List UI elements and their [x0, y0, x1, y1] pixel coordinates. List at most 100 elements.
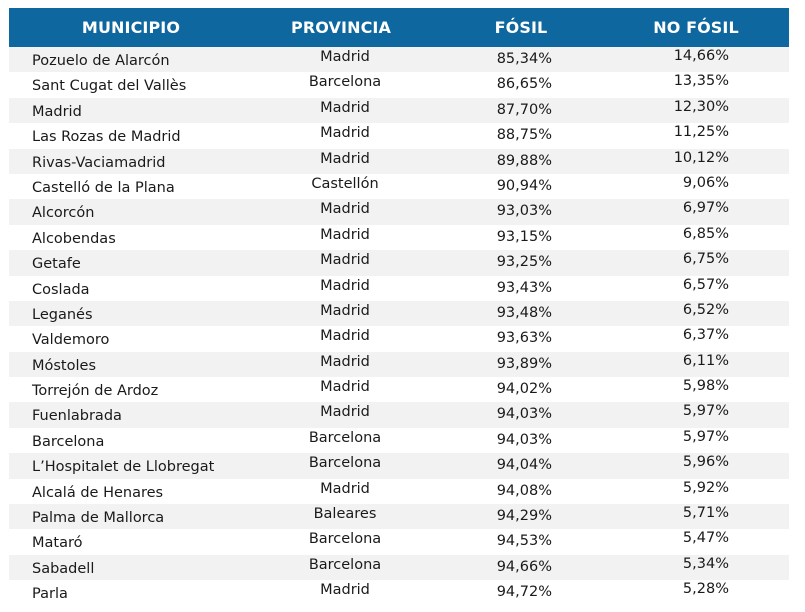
table-row: Parla Madrid 94,72% 5,28% — [9, 580, 789, 605]
fosil-cell: 94,03% — [496, 406, 552, 423]
header-municipio: MUNICIPIO — [81, 18, 181, 37]
provincia-cell: Barcelona — [308, 531, 382, 548]
table-row: Las Rozas de Madrid Madrid 88,75% 11,25% — [9, 123, 789, 148]
municipio-cell: Castelló de la Plana — [32, 179, 175, 196]
municipio-cell: Móstoles — [32, 357, 96, 374]
provincia-cell: Barcelona — [308, 556, 382, 573]
provincia-cell: Madrid — [320, 99, 370, 116]
table-header: MUNICIPIO PROVINCIA FÓSIL NO FÓSIL — [9, 8, 789, 47]
municipio-cell: Pozuelo de Alarcón — [32, 53, 170, 69]
no-fosil-cell: 6,57% — [682, 276, 729, 293]
municipio-cell: Barcelona — [32, 433, 105, 450]
table-row: Mataró Barcelona 94,53% 5,47% — [9, 529, 789, 554]
provincia-cell: Madrid — [320, 353, 370, 370]
provincia-cell: Madrid — [320, 150, 370, 167]
municipio-cell: Sabadell — [32, 560, 95, 577]
no-fosil-cell: 5,97% — [682, 428, 729, 445]
municipio-cell: Mataró — [32, 535, 83, 552]
no-fosil-cell: 5,47% — [682, 530, 729, 547]
provincia-cell: Madrid — [320, 302, 370, 319]
municipio-cell: Rivas-Vaciamadrid — [32, 154, 166, 171]
fosil-cell: 86,65% — [496, 76, 552, 93]
fosil-cell: 94,66% — [496, 558, 552, 575]
municipio-cell: Coslada — [32, 281, 90, 298]
fosil-cell: 88,75% — [496, 127, 552, 144]
table-row: Torrejón de Ardoz Madrid 94,02% 5,98% — [9, 377, 789, 402]
header-provincia: PROVINCIA — [291, 18, 391, 37]
table-row: Sant Cugat del Vallès Barcelona 86,65% 13,3… — [9, 72, 789, 97]
table-row: Castelló de la Plana Castellón 90,94% 9,06% — [9, 174, 789, 199]
fosil-cell: 93,25% — [496, 254, 552, 271]
table-row: Leganés Madrid 93,48% 6,52% — [9, 300, 789, 327]
no-fosil-cell: 6,11% — [682, 352, 729, 369]
municipio-cell: Las Rozas de Madrid — [32, 129, 181, 146]
no-fosil-cell: 5,98% — [682, 378, 729, 395]
no-fosil-cell: 12,30% — [673, 98, 729, 115]
no-fosil-cell: 9,06% — [682, 174, 729, 191]
no-fosil-cell: 5,97% — [682, 403, 729, 420]
table-body: Pozuelo de Alarcón Madrid 85,34% 14,66% Sant… — [9, 47, 789, 606]
table-row: Fuenlabrada Madrid 94,03% 5,97% — [9, 402, 789, 428]
no-fosil-cell: 6,85% — [682, 225, 729, 242]
fosil-cell: 90,94% — [496, 177, 552, 194]
fosil-cell: 94,29% — [496, 508, 552, 525]
municipio-cell: Alcalá de Henares — [32, 484, 164, 501]
table-row: Alcalá de Henares Madrid 94,08% 5,92% — [9, 479, 789, 504]
provincia-cell: Madrid — [320, 252, 370, 269]
table-row: Valdemoro Madrid 93,63% 6,37% — [9, 326, 789, 351]
no-fosil-cell: 5,92% — [682, 479, 729, 496]
municipio-cell: Madrid — [32, 103, 82, 120]
fosil-cell: 89,88% — [496, 152, 552, 169]
table-row: Pozuelo de Alarcón Madrid 85,34% 14,66% — [9, 47, 789, 73]
fosil-cell: 94,08% — [496, 482, 552, 499]
no-fosil-cell: 6,75% — [682, 251, 729, 268]
no-fosil-cell: 6,37% — [682, 327, 729, 344]
provincia-cell: Barcelona — [308, 455, 382, 472]
fosil-cell: 85,34% — [496, 51, 552, 67]
no-fosil-cell: 6,52% — [682, 301, 729, 318]
municipio-cell: Fuenlabrada — [32, 408, 122, 425]
table-row: Barcelona Barcelona 94,03% 5,97% — [9, 428, 789, 453]
provincia-cell: Madrid — [320, 480, 370, 497]
no-fosil-cell: 6,97% — [682, 200, 729, 217]
fosil-cell: 93,48% — [496, 304, 552, 321]
fosil-cell: 94,02% — [496, 381, 552, 398]
no-fosil-cell: 5,71% — [682, 505, 729, 522]
municipio-cell: Alcobendas — [32, 230, 116, 247]
provincia-cell: Madrid — [320, 125, 370, 142]
table-row: Getafe Madrid 93,25% 6,75% — [9, 250, 789, 276]
no-fosil-cell: 5,34% — [682, 555, 729, 572]
fosil-cell: 94,04% — [496, 457, 552, 474]
municipio-cell: L’Hospitalet de Llobregat — [32, 459, 215, 476]
fuel-share-table: MUNICIPIO PROVINCIA FÓSIL NO FÓSIL Pozue… — [9, 8, 789, 606]
table-row: Rivas-Vaciamadrid Madrid 89,88% 10,12% — [9, 148, 789, 174]
fosil-cell: 87,70% — [496, 101, 552, 118]
fosil-cell: 93,63% — [496, 330, 552, 347]
municipio-cell: Leganés — [32, 306, 93, 323]
fosil-cell: 93,15% — [496, 228, 552, 245]
no-fosil-cell: 11,25% — [673, 124, 729, 141]
table-row: Sabadell Barcelona 94,66% 5,34% — [9, 554, 789, 581]
table-row: Alcorcón Madrid 93,03% 6,97% — [9, 199, 789, 225]
municipio-cell: Palma de Mallorca — [32, 510, 165, 527]
header-no-fosil: NO FÓSIL — [653, 18, 739, 37]
no-fosil-cell: 14,66% — [673, 48, 729, 64]
provincia-cell: Madrid — [320, 277, 370, 294]
provincia-cell: Madrid — [320, 328, 370, 345]
fosil-cell: 93,03% — [496, 203, 552, 220]
provincia-cell: Barcelona — [308, 429, 382, 446]
no-fosil-cell: 10,12% — [673, 149, 729, 166]
table-row: Alcobendas Madrid 93,15% 6,85% — [9, 225, 789, 250]
no-fosil-cell: 13,35% — [673, 73, 729, 90]
fosil-cell: 94,72% — [496, 584, 552, 601]
table-row: Madrid Madrid 87,70% 12,30% — [9, 97, 789, 124]
municipio-cell: Parla — [32, 586, 68, 603]
table-row: L’Hospitalet de Llobregat Barcelona 94,04%… — [9, 453, 789, 479]
table-row: Móstoles Madrid 93,89% 6,11% — [9, 351, 789, 378]
no-fosil-cell: 5,28% — [682, 581, 729, 598]
fosil-cell: 94,53% — [496, 533, 552, 550]
provincia-cell: Madrid — [320, 379, 370, 396]
provincia-cell: Barcelona — [308, 74, 382, 91]
header-fosil: FÓSIL — [494, 18, 548, 37]
fosil-cell: 93,43% — [496, 279, 552, 296]
